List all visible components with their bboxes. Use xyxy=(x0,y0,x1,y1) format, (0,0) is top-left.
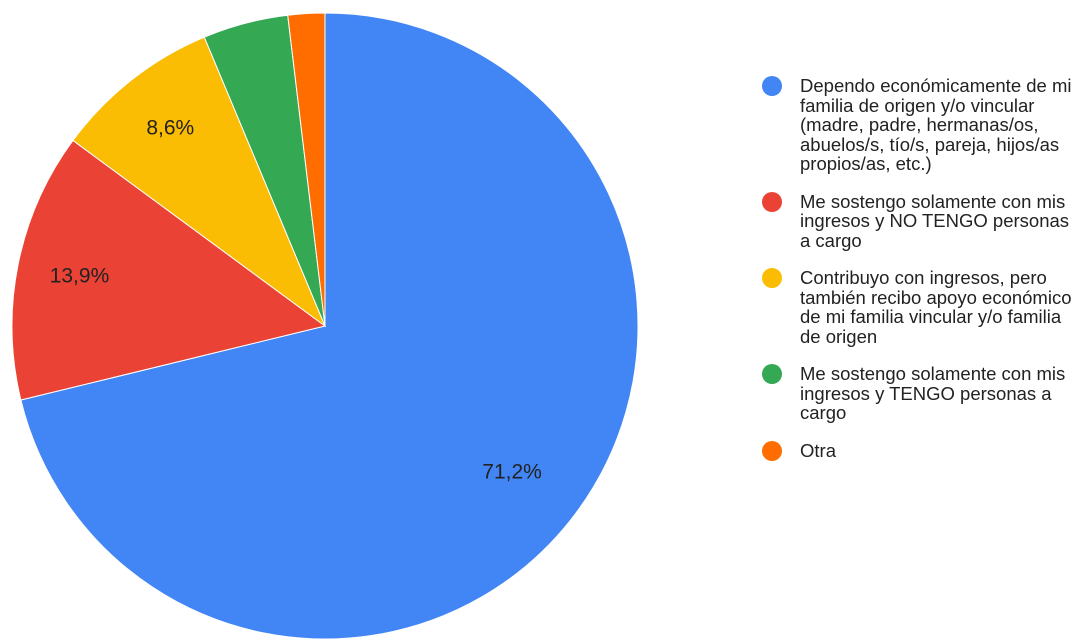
legend-swatch xyxy=(762,268,782,288)
legend-item: Dependo económicamente de mi familia de … xyxy=(762,76,1072,174)
legend-label: Dependo económicamente de mi familia de … xyxy=(800,75,1072,174)
legend-label: Contribuyo con ingresos, pero también re… xyxy=(800,267,1072,347)
pie-slice xyxy=(72,36,327,328)
legend-item: Otra xyxy=(762,439,1072,461)
legend-label: Otra xyxy=(800,439,836,461)
legend-swatch xyxy=(762,440,782,461)
legend: Dependo económicamente de mi familia de … xyxy=(762,76,1072,461)
data-label: 8,6% xyxy=(146,117,194,140)
pie-slice xyxy=(287,12,326,327)
data-label: 13,9% xyxy=(50,264,110,287)
pie-slice xyxy=(11,139,327,401)
legend-swatch xyxy=(762,76,782,96)
data-label: 71,2% xyxy=(482,461,542,484)
legend-item: Me sostengo solamente con mis ingresos y… xyxy=(762,364,1072,423)
pie-slice xyxy=(20,12,639,640)
legend-item: Contribuyo con ingresos, pero también re… xyxy=(762,268,1072,346)
legend-label: Me sostengo solamente con mis ingresos y… xyxy=(800,363,1066,423)
legend-swatch xyxy=(762,191,782,212)
legend-swatch xyxy=(762,364,782,384)
legend-label: Me sostengo solamente con mis ingresos y… xyxy=(800,190,1070,251)
legend-item: Me sostengo solamente con mis ingresos y… xyxy=(762,190,1072,251)
